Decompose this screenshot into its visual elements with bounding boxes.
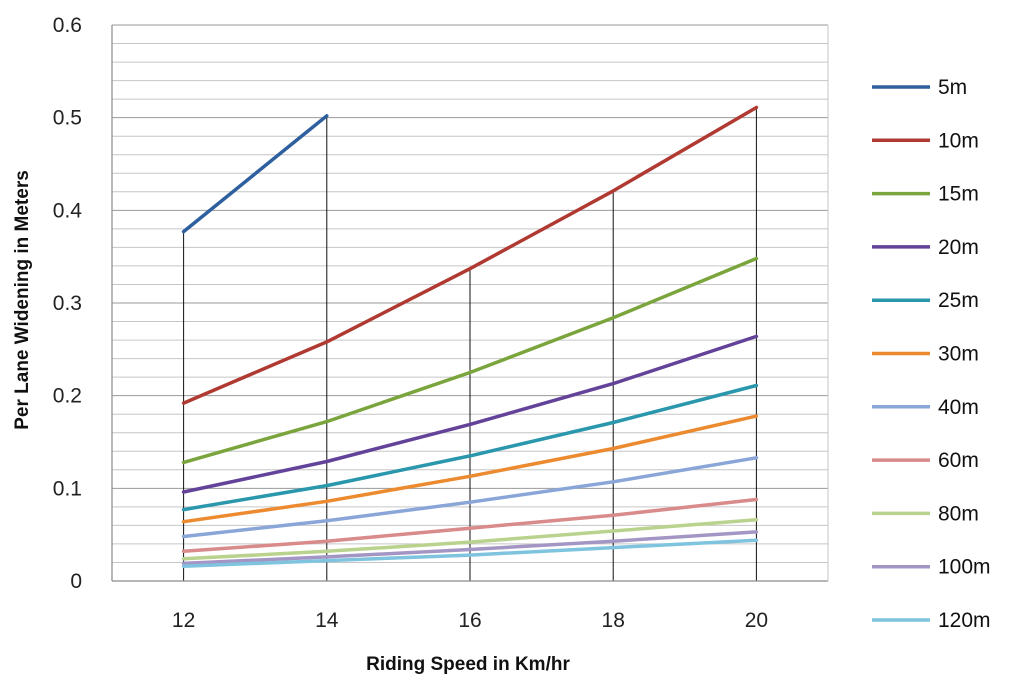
legend-label: 40m — [938, 396, 979, 419]
y-axis-title: Per Lane Widening in Meters — [12, 170, 33, 430]
x-tick-label: 16 — [458, 609, 481, 632]
y-tick-label: 0.5 — [53, 107, 82, 130]
y-tick-label: 0.6 — [53, 14, 82, 37]
series-line-120m — [181, 538, 759, 568]
series-line-5m — [181, 114, 329, 234]
series-line-40m — [181, 456, 759, 539]
axes — [111, 25, 829, 582]
legend-label: 80m — [938, 502, 979, 525]
series-line-10m — [181, 105, 759, 405]
legend-label: 15m — [938, 183, 979, 206]
series-line-15m — [181, 256, 759, 465]
legend-label: 5m — [938, 76, 967, 99]
legend-label: 25m — [938, 289, 979, 312]
series-line-100m — [181, 530, 759, 566]
legend-label: 100m — [938, 556, 991, 579]
legend-label: 60m — [938, 449, 979, 472]
x-tick-label: 20 — [745, 609, 768, 632]
legend-label: 20m — [938, 236, 979, 259]
y-tick-label: 0.2 — [53, 385, 82, 408]
legend-label: 10m — [938, 129, 979, 152]
y-tick-label: 0.3 — [53, 292, 82, 315]
x-axis-title: Riding Speed in Km/hr — [366, 654, 570, 675]
y-tick-label: 0.1 — [53, 477, 82, 500]
x-tick-labels: 12 14 16 18 20 — [172, 609, 768, 632]
series-line-30m — [181, 414, 759, 524]
x-tick-label: 14 — [315, 609, 339, 632]
series-line-20m — [181, 334, 759, 494]
legend-label: 30m — [938, 343, 979, 366]
y-tick-label: 0 — [70, 570, 82, 593]
legend-label: 120m — [938, 609, 991, 632]
x-tick-label: 18 — [602, 609, 625, 632]
series-lines — [181, 105, 759, 568]
series-line-60m — [181, 497, 759, 554]
y-tick-labels: 0 0.1 0.2 0.3 0.4 0.5 0.6 — [53, 14, 83, 593]
legend: 5m 10m 15m 20m 25m 30m 40m 60m 80m 100m 120m — [872, 76, 991, 632]
series-line-80m — [181, 518, 759, 561]
series-line-25m — [181, 383, 759, 512]
x-tick-label: 12 — [172, 609, 195, 632]
y-tick-label: 0.4 — [53, 199, 83, 222]
